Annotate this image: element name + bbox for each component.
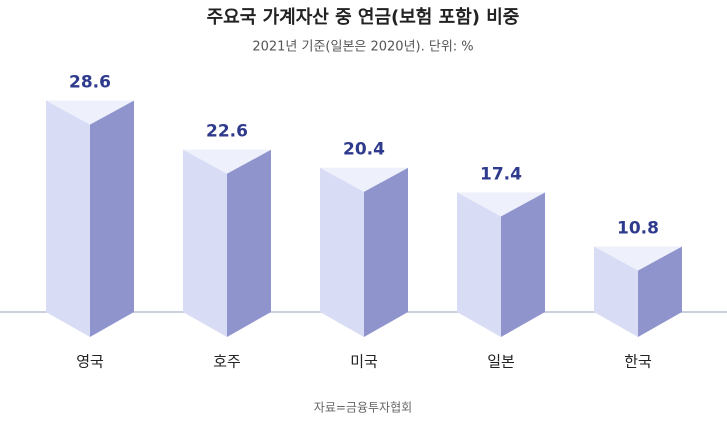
bar-top-face xyxy=(46,100,134,125)
bar-right-face xyxy=(364,167,408,337)
value-label: 10.8 xyxy=(617,218,659,238)
prism-bar xyxy=(320,167,408,337)
x-tick-label: 한국 xyxy=(624,353,652,371)
prism-bar xyxy=(457,192,545,337)
bar-left-face xyxy=(46,100,90,337)
value-label: 22.6 xyxy=(206,122,248,142)
bar-top-face xyxy=(320,167,408,192)
value-label: 17.4 xyxy=(480,164,522,184)
bar-left-face xyxy=(183,149,227,337)
bar-left-face xyxy=(320,167,364,337)
prism-bar xyxy=(183,149,271,337)
prism-bar xyxy=(46,100,134,337)
bar-left-face xyxy=(594,246,638,337)
chart-subtitle: 2021년 기준(일본은 2020년). 단위: % xyxy=(252,40,473,55)
bar-right-face xyxy=(501,192,545,337)
value-label: 28.6 xyxy=(69,72,111,92)
bar-top-face xyxy=(457,192,545,217)
x-tick-label: 영국 xyxy=(76,353,104,371)
prism-bar xyxy=(594,246,682,337)
source-note: 자료=금융투자협회 xyxy=(314,401,412,415)
bar-right-face xyxy=(638,246,682,337)
bar-top-face xyxy=(594,246,682,271)
value-label: 20.4 xyxy=(343,140,385,160)
x-tick-label: 미국 xyxy=(350,353,378,371)
bar-right-face xyxy=(227,149,271,337)
x-tick-label: 호주 xyxy=(213,353,241,371)
bar-left-face xyxy=(457,192,501,337)
bar-top-face xyxy=(183,149,271,174)
bar-right-face xyxy=(90,100,134,337)
chart-title: 주요국 가계자산 중 연금(보험 포함) 비중 xyxy=(207,6,520,28)
x-tick-label: 일본 xyxy=(487,353,515,371)
